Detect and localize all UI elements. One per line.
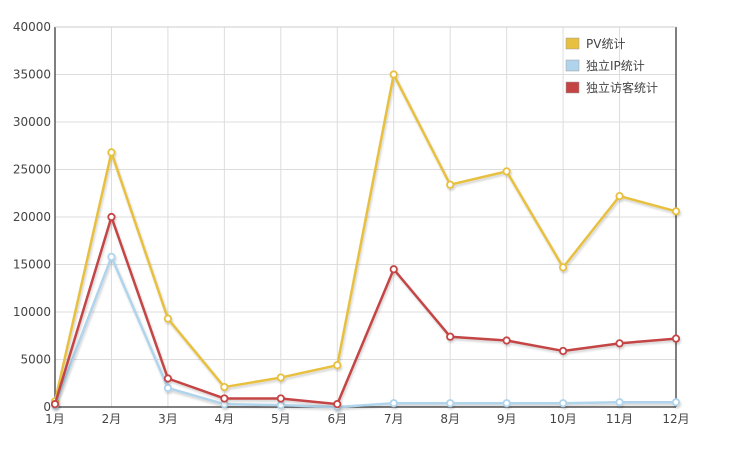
data-point	[276, 373, 285, 382]
data-point	[163, 374, 173, 383]
series-lines	[50, 70, 681, 412]
y-tick-label: 35000	[13, 68, 51, 82]
series-3	[50, 212, 681, 409]
data-point	[671, 398, 681, 407]
data-point	[502, 336, 511, 345]
data-point	[502, 167, 511, 176]
series-line	[53, 73, 677, 402]
x-tick-label: 6月	[327, 412, 347, 426]
grid-lines	[55, 26, 676, 407]
data-point	[107, 252, 116, 261]
legend-swatch	[565, 81, 580, 94]
x-tick-label: 1月	[45, 412, 65, 426]
x-tick-label: 5月	[271, 412, 291, 426]
data-point	[220, 394, 229, 403]
data-point	[446, 332, 455, 341]
y-tick-label: 10000	[13, 305, 51, 319]
data-point	[333, 400, 342, 409]
series-1	[50, 70, 681, 406]
axes	[54, 26, 677, 408]
legend-label: 独立IP统计	[586, 58, 645, 73]
y-tick-label: 25000	[13, 163, 51, 177]
data-point	[558, 346, 568, 356]
x-tick-label: 8月	[440, 412, 460, 426]
y-tick-labels: 0 5000 10000 15000 20000 25000 30000 35000 40000	[13, 20, 51, 414]
data-point	[558, 263, 568, 272]
data-point	[615, 192, 624, 201]
data-point	[389, 70, 398, 79]
x-tick-label: 9月	[497, 412, 517, 426]
series-line	[53, 255, 676, 409]
legend-label: PV统计	[586, 37, 625, 51]
y-tick-label: 30000	[13, 115, 51, 129]
legend-swatch	[565, 37, 580, 50]
y-tick-label: 0	[43, 400, 51, 414]
data-point	[446, 399, 455, 408]
data-point	[615, 398, 624, 407]
x-tick-label: 4月	[215, 412, 235, 426]
x-tick-label: 3月	[158, 412, 178, 426]
series-2	[50, 252, 681, 412]
data-point	[220, 382, 229, 392]
x-tick-label: 10月	[549, 412, 576, 426]
data-point	[615, 339, 624, 348]
x-tick-label: 7月	[384, 412, 404, 426]
series-line	[53, 215, 677, 406]
x-tick-label: 2月	[102, 412, 122, 426]
y-tick-label: 20000	[13, 210, 51, 224]
data-point	[333, 361, 342, 370]
y-tick-label: 15000	[13, 258, 51, 272]
data-point	[163, 314, 173, 323]
x-tick-labels: 1月 2月 3月 4月 5月 6月 7月 8月 9月 10月 11月 12月	[45, 412, 689, 426]
data-point	[50, 400, 60, 409]
legend-swatch	[565, 59, 580, 72]
y-tick-label: 40000	[13, 20, 51, 34]
y-tick-label: 5000	[20, 353, 51, 367]
data-point	[276, 394, 285, 403]
data-point	[446, 180, 455, 189]
data-point	[389, 399, 398, 408]
data-point	[671, 334, 681, 343]
x-tick-label: 12月	[662, 412, 689, 426]
data-point	[671, 207, 681, 216]
legend-label: 独立访客统计	[586, 80, 658, 95]
data-point	[107, 212, 116, 222]
data-point	[163, 383, 173, 393]
x-tick-label: 11月	[606, 412, 633, 426]
data-point	[558, 399, 568, 408]
data-point	[502, 399, 511, 408]
data-point	[276, 400, 285, 410]
data-point	[389, 265, 398, 274]
data-point	[107, 148, 116, 157]
